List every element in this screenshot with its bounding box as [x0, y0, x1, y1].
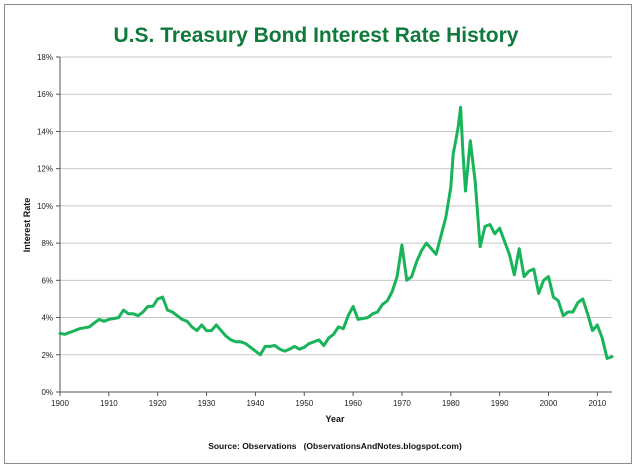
x-tick-label: 1990 [491, 399, 509, 408]
series-layer [58, 105, 614, 360]
series-line [58, 105, 614, 360]
y-tick-labels: 0% 2% 4% 6% 8% 10% 12% 14% 16% 18% [37, 53, 53, 397]
y-tick-label: 4% [41, 314, 53, 323]
x-tick-label: 1920 [149, 399, 167, 408]
y-tick-label: 12% [37, 165, 53, 174]
x-tick-label: 1910 [100, 399, 118, 408]
y-tick-label: 14% [37, 127, 53, 136]
x-tick-label: 1980 [442, 399, 460, 408]
x-tick-label: 2010 [588, 399, 606, 408]
x-tick-label: 2000 [540, 399, 558, 408]
x-tick-label: 1960 [344, 399, 362, 408]
y-tick-label: 2% [41, 351, 53, 360]
y-tick-label: 8% [41, 239, 53, 248]
x-tick-label: 1900 [51, 399, 69, 408]
source-note: Source: Observations (ObservationsAndNot… [208, 441, 462, 451]
chart-title: U.S. Treasury Bond Interest Rate History [114, 24, 519, 47]
y-tick-label: 0% [41, 388, 53, 397]
x-tick-labels: 1900 1910 1920 1930 1940 1950 1960 1970 1980 1990… [51, 399, 607, 408]
axes [56, 56, 612, 396]
x-tick-label: 1930 [198, 399, 216, 408]
x-tick-label: 1970 [393, 399, 411, 408]
x-tick-label: 1950 [295, 399, 313, 408]
chart-frame [4, 4, 632, 464]
y-tick-label: 18% [37, 53, 53, 62]
y-tick-label: 10% [37, 202, 53, 211]
y-tick-label: 6% [41, 276, 53, 285]
x-axis-label: Year [325, 414, 345, 424]
gridlines [60, 56, 612, 356]
y-tick-label: 16% [37, 90, 53, 99]
x-tick-label: 1940 [246, 399, 264, 408]
y-axis-label: Interest Rate [22, 198, 32, 253]
